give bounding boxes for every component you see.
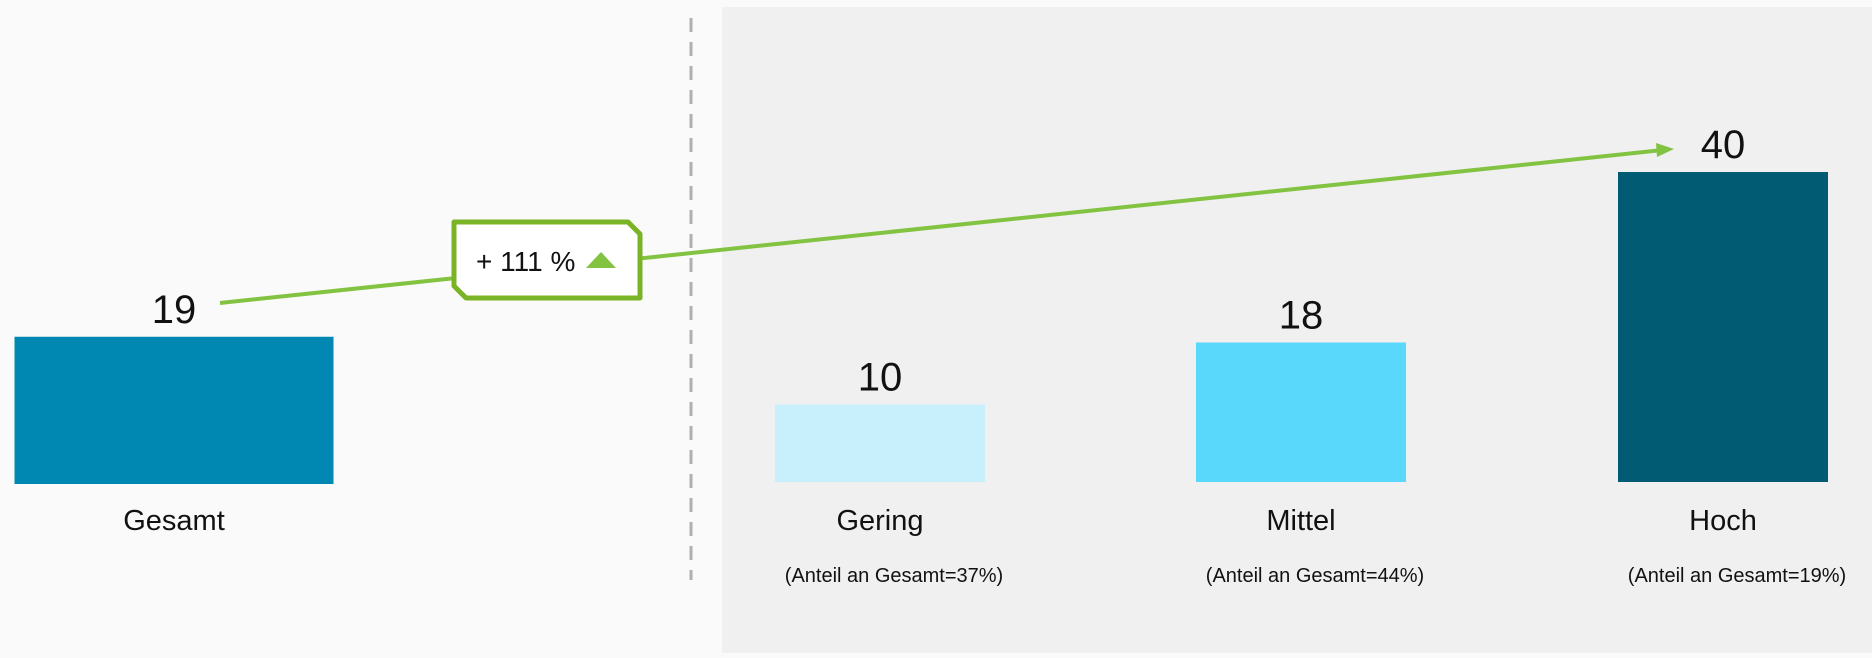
value-label-gesamt: 19: [152, 288, 197, 332]
growth-badge: [451, 219, 643, 301]
share-note-mittel: (Anteil an Gesamt=44%): [1206, 565, 1424, 587]
growth-arrowhead: [1656, 143, 1674, 157]
bars-group: 19 Gesamt 10 Gering (Anteil an Gesamt=37%) 18…: [14, 123, 1846, 587]
value-label-hoch: 40: [1701, 123, 1746, 167]
growth-annotation: + 111 %: [219, 143, 1674, 305]
category-label-hoch: Hoch: [1689, 505, 1757, 537]
bar-gesamt: [14, 336, 334, 484]
share-note-gering: (Anteil an Gesamt=37%): [785, 565, 1003, 587]
bar-gering: [775, 404, 985, 482]
value-label-mittel: 18: [1279, 294, 1324, 338]
growth-up-icon: [586, 252, 616, 268]
share-note-hoch: (Anteil an Gesamt=19%): [1628, 565, 1846, 587]
category-label-gesamt: Gesamt: [123, 505, 225, 537]
category-label-mittel: Mittel: [1266, 505, 1335, 537]
bar-hoch: [1618, 172, 1828, 482]
bar-mittel: [1196, 342, 1406, 482]
value-label-gering: 10: [858, 356, 903, 400]
category-label-gering: Gering: [836, 505, 923, 537]
growth-badge-text: + 111 %: [476, 246, 575, 277]
